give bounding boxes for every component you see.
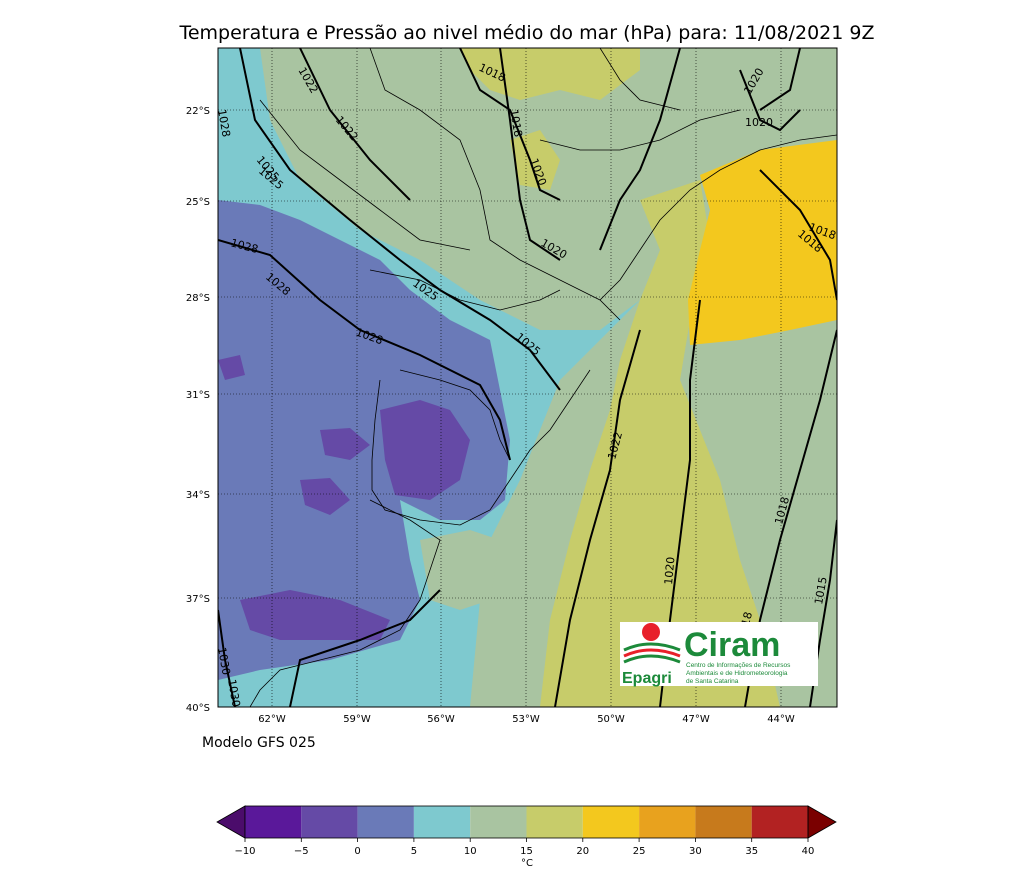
isobar-label: 1020 bbox=[745, 116, 773, 129]
colorbar-segment bbox=[245, 806, 302, 838]
colorbar-segment bbox=[526, 806, 583, 838]
logo-subtitle: de Santa Catarina bbox=[686, 678, 739, 685]
colorbar-tick-label: 5 bbox=[411, 846, 417, 857]
isobar-label: 1030 bbox=[225, 678, 243, 708]
colorbar: −10 −5 0 5 10 15 20 25 30 35 40 bbox=[216, 805, 837, 857]
colorbar-tick-label: 35 bbox=[745, 846, 758, 857]
colorbar-tick-label: 30 bbox=[689, 846, 702, 857]
latitude-axis: 22°S 25°S 28°S 31°S 34°S 37°S 40°S bbox=[186, 106, 210, 714]
colorbar-segment bbox=[639, 806, 696, 838]
colorbar-segment bbox=[751, 806, 808, 838]
colorbar-tick-label: 15 bbox=[520, 846, 533, 857]
isobar-label: 1020 bbox=[662, 556, 677, 585]
colorbar-tick-label: 40 bbox=[802, 846, 815, 857]
lon-tick-label: 50°W bbox=[597, 714, 625, 725]
lat-tick-label: 34°S bbox=[186, 490, 210, 501]
lat-tick-label: 22°S bbox=[186, 106, 210, 117]
colorbar-max-arrow bbox=[807, 805, 837, 839]
lon-tick-label: 47°W bbox=[682, 714, 710, 725]
colorbar-tick-label: −5 bbox=[294, 846, 309, 857]
lon-tick-label: 53°W bbox=[512, 714, 540, 725]
colorbar-tick-label: 10 bbox=[464, 846, 477, 857]
lat-tick-label: 25°S bbox=[186, 197, 210, 208]
isobar-label: 1018 bbox=[507, 108, 525, 138]
colorbar-segment bbox=[470, 806, 527, 838]
colorbar-segment bbox=[413, 806, 471, 838]
lon-tick-label: 56°W bbox=[427, 714, 455, 725]
longitude-axis: 62°W 59°W 56°W 53°W 50°W 47°W 44°W bbox=[258, 714, 795, 725]
isobar-label: 1015 bbox=[812, 576, 830, 606]
logo-subtitle: Ambientais e de Hidrometeorologia bbox=[686, 670, 788, 677]
lon-tick-label: 62°W bbox=[258, 714, 286, 725]
logo-sun-icon bbox=[642, 623, 660, 641]
lat-tick-label: 31°S bbox=[186, 390, 210, 401]
colorbar-tick-label: 20 bbox=[576, 846, 589, 857]
temperature-field bbox=[218, 48, 837, 707]
logo-subtitle: Centro de Informações de Recursos bbox=[686, 662, 791, 669]
logo-brand-left: Epagri bbox=[622, 670, 672, 687]
lon-tick-label: 44°W bbox=[767, 714, 795, 725]
colorbar-segment bbox=[357, 806, 414, 838]
colorbar-tick-label: 25 bbox=[633, 846, 646, 857]
colorbar-unit: °C bbox=[521, 858, 533, 869]
map-frame bbox=[217, 47, 838, 708]
model-label: Modelo GFS 025 bbox=[202, 735, 316, 751]
ciram-logo: Epagri Ciram Centro de Informações de Re… bbox=[620, 622, 818, 687]
colorbar-tick-label: −10 bbox=[234, 846, 255, 857]
lon-tick-label: 59°W bbox=[343, 714, 371, 725]
colorbar-segment bbox=[695, 806, 752, 838]
colorbar-segment bbox=[301, 806, 358, 838]
lat-tick-label: 28°S bbox=[186, 293, 210, 304]
colorbar-min-arrow bbox=[216, 805, 246, 839]
colorbar-tick-label: 0 bbox=[354, 846, 360, 857]
graticule bbox=[218, 48, 837, 707]
isobar-label: 1030 bbox=[215, 646, 233, 676]
isobar-label: 1028 bbox=[215, 108, 233, 138]
map-title: Temperatura e Pressão ao nivel médio do … bbox=[179, 22, 875, 44]
lat-tick-label: 40°S bbox=[186, 703, 210, 714]
logo-brand-right: Ciram bbox=[684, 626, 780, 664]
lat-tick-label: 37°S bbox=[186, 594, 210, 605]
borders bbox=[249, 48, 837, 707]
colorbar-segment bbox=[582, 806, 640, 838]
isobars bbox=[218, 48, 837, 707]
